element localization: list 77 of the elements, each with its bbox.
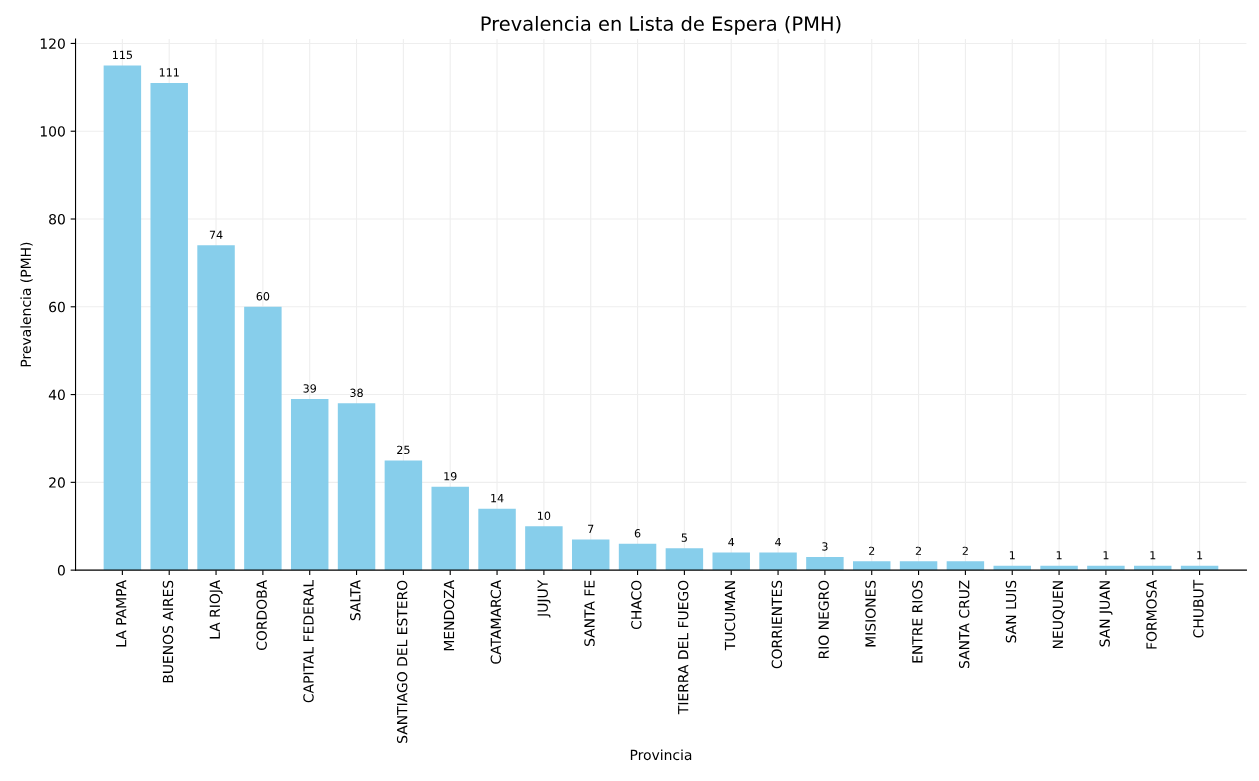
x-tick-label: CATAMARCA xyxy=(490,579,502,664)
bar xyxy=(665,548,704,571)
bar xyxy=(197,245,235,571)
data-label: 14 xyxy=(491,494,504,503)
bar xyxy=(103,65,142,571)
data-label: 2 xyxy=(915,546,921,555)
data-label: 25 xyxy=(397,445,410,455)
x-tick-label: LA PAMPA xyxy=(116,579,127,647)
y-tick-label: 80 xyxy=(49,213,65,225)
x-tick-label: SAN LUIS xyxy=(1005,580,1017,643)
bar xyxy=(337,403,376,571)
x-tick-label: CAPITAL FEDERAL xyxy=(303,579,314,703)
y-tick-label: 100 xyxy=(40,126,65,137)
y-tick-label: 40 xyxy=(48,389,65,401)
bar xyxy=(899,561,938,571)
bar xyxy=(431,486,469,571)
bar xyxy=(478,508,516,571)
x-tick-label: CHUBUT xyxy=(1193,579,1204,638)
x-tick-label: SALTA xyxy=(350,579,361,621)
data-label: 115 xyxy=(112,50,133,60)
chart-title: Prevalencia en Lista de Espera (PMH) xyxy=(481,15,841,35)
x-tick-label: SANTA CRUZ xyxy=(958,580,970,669)
data-label: 39 xyxy=(303,384,316,393)
x-tick-label: SANTIAGO DEL ESTERO xyxy=(396,580,408,743)
data-label: 1 xyxy=(1009,551,1015,560)
data-label: 5 xyxy=(681,533,687,542)
x-tick-label: MISIONES xyxy=(865,580,876,647)
data-label: 1 xyxy=(1150,551,1156,560)
bar xyxy=(712,552,750,571)
data-label: 1 xyxy=(1056,551,1062,560)
y-tick-label: 60 xyxy=(49,301,65,313)
data-label: 6 xyxy=(634,529,641,538)
data-label: 4 xyxy=(728,538,735,547)
data-label: 74 xyxy=(209,230,223,239)
x-tick-label: RIO NEGRO xyxy=(818,580,829,659)
x-tick-label: FORMOSA xyxy=(1146,579,1157,649)
data-label: 2 xyxy=(962,546,968,555)
x-tick-label: JUJUY xyxy=(537,579,551,618)
bar xyxy=(759,552,797,571)
data-label: 38 xyxy=(350,388,363,398)
x-tick-label: CORDOBA xyxy=(256,579,267,651)
x-axis-title: Provincia xyxy=(630,749,692,761)
x-tick-label: ENTRE RIOS xyxy=(912,580,923,663)
bar xyxy=(946,561,985,571)
data-label: 3 xyxy=(822,542,828,551)
x-tick-label: BUENOS AIRES xyxy=(162,580,174,683)
data-label: 2 xyxy=(869,546,875,555)
data-label: 111 xyxy=(159,68,179,77)
bar xyxy=(525,526,563,571)
data-label: 4 xyxy=(775,538,781,547)
data-label: 1 xyxy=(1103,551,1109,560)
x-tick-label: LA RIOJA xyxy=(209,579,223,639)
x-tick-label: MENDOZA xyxy=(443,579,455,651)
bar xyxy=(571,539,610,571)
bar xyxy=(150,82,188,571)
bar xyxy=(244,306,282,571)
x-tick-label: NEUQUEN xyxy=(1052,581,1065,649)
data-label: 60 xyxy=(256,292,270,301)
x-tick-label: CORRIENTES xyxy=(771,580,783,669)
x-tick-label: TIERRA DEL FUEGO xyxy=(677,580,689,715)
bar xyxy=(853,561,891,571)
x-tick-label: TUCUMAN xyxy=(724,581,736,651)
bar xyxy=(618,543,657,571)
y-tick-label: 0 xyxy=(57,565,65,576)
data-label: 10 xyxy=(538,511,551,520)
bar xyxy=(384,460,423,571)
bar xyxy=(290,398,329,571)
data-label: 1 xyxy=(1197,551,1203,560)
x-tick-label: CHACO xyxy=(631,580,642,630)
data-label: 19 xyxy=(444,472,457,481)
x-tick-label: SAN JUAN xyxy=(1099,581,1113,647)
y-axis-title: Prevalencia (PMH) xyxy=(20,242,33,367)
y-tick-label: 120 xyxy=(40,38,65,49)
bar xyxy=(806,556,844,571)
x-tick-label: SANTA FE xyxy=(584,580,595,646)
data-label: 7 xyxy=(588,524,594,533)
y-tick-label: 20 xyxy=(49,477,65,488)
